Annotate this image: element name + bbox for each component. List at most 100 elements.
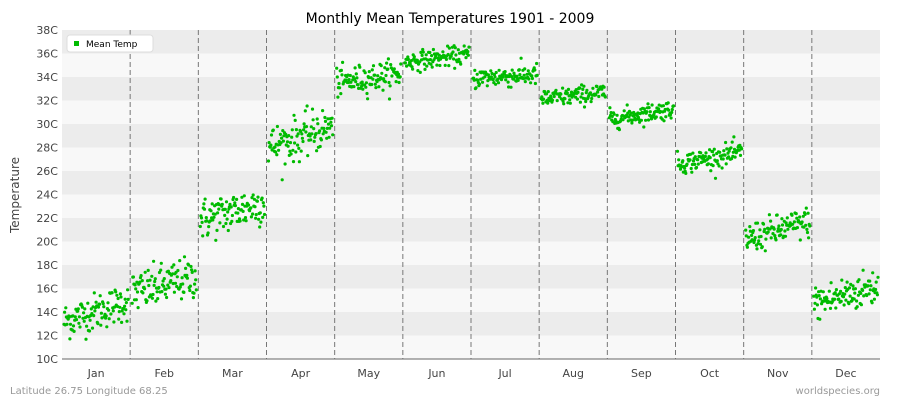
data-point [209,209,213,213]
data-point [752,240,756,245]
data-point [251,193,255,197]
data-point [453,46,457,50]
data-point [507,85,511,89]
data-point [335,75,339,79]
data-point [798,238,802,242]
data-point [472,78,476,82]
data-point [522,73,526,77]
data-point [603,95,607,99]
data-point [194,278,198,282]
data-point [275,153,279,157]
data-point [657,107,661,111]
data-point [374,86,378,90]
data-point [466,50,470,54]
data-point [732,147,737,151]
data-point [250,196,254,200]
data-point [81,316,85,320]
data-point [326,117,330,121]
data-point [365,91,369,96]
x-tick-label: Aug [563,367,584,380]
data-point [203,197,207,201]
data-point [717,164,721,168]
data-point [188,288,192,293]
data-point [72,329,76,333]
data-point [683,166,687,170]
data-point [223,213,227,217]
data-point [755,247,759,251]
data-point [780,223,785,227]
x-tick-label: Jun [427,367,445,380]
y-axis-label: Temperature [8,157,22,234]
data-point [68,322,73,326]
data-point [808,224,812,228]
data-point [617,128,622,132]
data-point [293,141,297,145]
data-point [474,86,478,90]
data-point [501,75,505,79]
data-point [807,236,811,240]
data-point [847,302,851,306]
data-point [83,307,87,311]
data-point [533,81,538,86]
data-point [589,100,593,104]
data-point [825,297,829,301]
data-point [349,80,353,84]
data-point [233,201,237,205]
data-point [610,114,614,118]
data-point [300,136,304,140]
data-point [102,305,106,309]
data-point [738,153,743,157]
data-point [338,86,342,90]
data-point [704,151,708,155]
data-point [303,109,307,113]
data-point [339,92,343,96]
data-point [300,132,304,136]
data-point [370,68,374,72]
data-point [291,148,295,152]
data-point [294,150,298,154]
data-point [502,72,507,76]
x-tick-label: Feb [155,367,174,380]
data-point [632,110,636,115]
data-point [321,132,325,136]
data-point [428,50,432,55]
data-point [561,86,565,90]
data-point [367,70,371,74]
data-point [126,297,130,301]
data-point [652,113,656,117]
data-point [868,279,872,283]
data-point [431,47,435,52]
data-point [569,90,574,94]
data-point [318,129,322,133]
data-point [387,97,392,101]
data-point [273,145,277,149]
data-point [330,116,334,120]
data-point [184,266,188,270]
data-point [774,238,778,242]
data-point [497,68,501,72]
data-point [859,303,864,307]
data-point [148,278,152,282]
data-point [261,201,265,205]
data-point [747,235,751,239]
data-point [157,285,161,290]
y-tick-label: 30C [36,118,58,131]
footer-site: worldspecies.org [796,386,880,397]
data-point [691,159,696,163]
data-point [753,236,757,240]
data-point [760,245,764,249]
data-point [107,317,111,321]
data-point [745,245,750,249]
data-point [512,71,516,75]
data-point [699,151,703,155]
data-point [406,57,410,62]
data-point [80,305,84,309]
data-point [253,205,257,209]
data-point [84,337,88,341]
data-point [288,141,293,145]
data-point [426,58,430,62]
data-point [790,213,794,217]
data-point [489,75,493,79]
data-point [691,151,695,155]
data-point [821,290,825,294]
